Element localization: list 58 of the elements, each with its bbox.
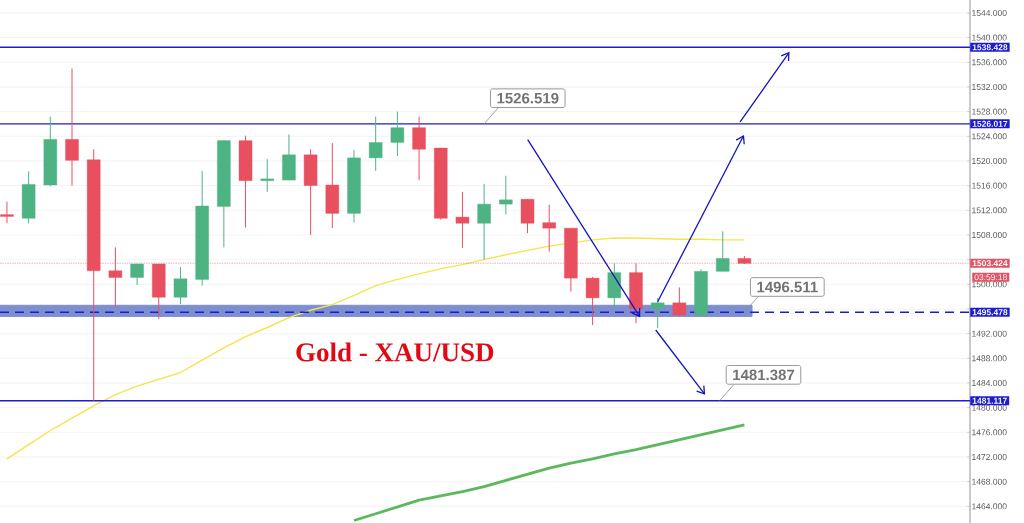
y-tick-label: 1476.000 bbox=[972, 429, 1007, 436]
y-tick-label: 1528.000 bbox=[972, 108, 1007, 115]
y-tick-label: 1512.000 bbox=[972, 207, 1007, 214]
y-tick-label: 1540.000 bbox=[972, 34, 1007, 41]
candlestick bbox=[412, 116, 426, 181]
candlestick bbox=[347, 149, 361, 224]
text: Gold - XAU/USD bbox=[296, 342, 494, 362]
annotation: 1526.519 bbox=[497, 92, 559, 104]
candlestick bbox=[0, 201, 14, 224]
candlestick bbox=[43, 116, 58, 187]
candlestick bbox=[499, 175, 513, 216]
y-tick-label: 1544.000 bbox=[972, 9, 1007, 16]
y-tick-label: 1516.000 bbox=[972, 182, 1007, 189]
candlestick bbox=[390, 111, 405, 157]
candlestick bbox=[434, 147, 448, 221]
candlestick bbox=[282, 133, 296, 181]
candlestick bbox=[173, 266, 188, 305]
candlestick bbox=[607, 262, 621, 309]
y-tick-label: 1500.000 bbox=[972, 281, 1007, 288]
candlestick bbox=[477, 183, 491, 261]
candlestick bbox=[21, 170, 36, 224]
text: 1496.511 bbox=[757, 281, 818, 293]
ref-line-label: 1526.017 bbox=[972, 120, 1008, 127]
y-tick-label: 1472.000 bbox=[972, 454, 1007, 461]
candlestick bbox=[238, 135, 253, 229]
candlestick bbox=[650, 297, 665, 329]
candlestick bbox=[368, 116, 383, 172]
y-tick-label: 1532.000 bbox=[972, 83, 1007, 90]
ref-line-label: 1495.478 bbox=[972, 309, 1008, 316]
y-tick-label: 1524.000 bbox=[972, 133, 1007, 140]
candlestick bbox=[455, 191, 470, 249]
candlestick bbox=[217, 140, 231, 248]
ref-line-label: 1481.117 bbox=[972, 397, 1007, 404]
y-tick-label: 1488.000 bbox=[972, 355, 1007, 362]
y-tick-label: 1468.000 bbox=[972, 478, 1007, 485]
ref-line-label: 1538.428 bbox=[972, 44, 1008, 51]
y-tick-label: 1492.000 bbox=[972, 330, 1007, 337]
candlestick bbox=[520, 198, 535, 234]
y-tick-label: 1520.000 bbox=[972, 157, 1007, 164]
candlestick bbox=[672, 286, 687, 317]
y-tick-label: 1484.000 bbox=[972, 379, 1007, 386]
y-tick-label: 1480.000 bbox=[972, 404, 1007, 411]
candlestick bbox=[130, 263, 144, 286]
candlestick bbox=[260, 158, 274, 193]
ref-line-label: 1503.424 bbox=[972, 260, 1008, 267]
y-tick-label: 1508.000 bbox=[972, 231, 1007, 238]
candlestick bbox=[542, 204, 556, 253]
annotation: 1481.387 bbox=[733, 369, 795, 381]
candlestick bbox=[325, 142, 340, 229]
candlestick bbox=[716, 230, 730, 272]
candlestick bbox=[195, 170, 209, 287]
y-tick-label: 1536.000 bbox=[972, 59, 1007, 66]
candlestick bbox=[65, 67, 79, 187]
candlestick bbox=[585, 276, 600, 326]
candlestick bbox=[303, 148, 318, 236]
text: 03:59:18 bbox=[974, 274, 1007, 281]
y-tick-label: 1464.000 bbox=[972, 503, 1007, 510]
candlestick bbox=[694, 269, 708, 317]
